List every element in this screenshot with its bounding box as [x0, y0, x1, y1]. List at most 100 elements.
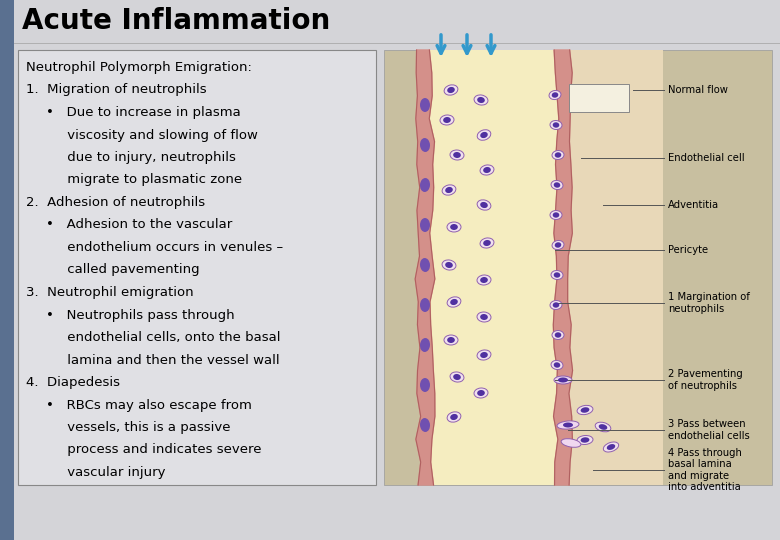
Text: 2 Pavementing
of neutrophils: 2 Pavementing of neutrophils	[668, 369, 743, 391]
Ellipse shape	[453, 374, 461, 380]
Bar	[384, 50, 772, 485]
Text: viscosity and slowing of flow: viscosity and slowing of flow	[46, 129, 258, 141]
Ellipse shape	[554, 376, 572, 384]
Text: Pericyte: Pericyte	[668, 245, 708, 255]
Ellipse shape	[450, 372, 464, 382]
Ellipse shape	[480, 277, 488, 283]
Ellipse shape	[563, 422, 573, 428]
Text: 1.  Migration of neutrophils: 1. Migration of neutrophils	[26, 84, 207, 97]
Ellipse shape	[480, 165, 494, 175]
Ellipse shape	[577, 435, 593, 444]
Ellipse shape	[555, 332, 562, 338]
Ellipse shape	[450, 150, 464, 160]
Ellipse shape	[442, 260, 456, 270]
Ellipse shape	[553, 212, 559, 218]
Ellipse shape	[554, 362, 560, 368]
Ellipse shape	[477, 312, 491, 322]
Text: due to injury, neutrophils: due to injury, neutrophils	[46, 151, 236, 164]
Ellipse shape	[552, 240, 564, 249]
Ellipse shape	[557, 421, 579, 429]
Ellipse shape	[551, 92, 558, 98]
Ellipse shape	[580, 407, 590, 413]
Ellipse shape	[555, 242, 562, 248]
Text: vascular injury: vascular injury	[46, 466, 165, 479]
Polygon shape	[415, 50, 435, 485]
Ellipse shape	[480, 314, 488, 320]
Ellipse shape	[551, 180, 563, 190]
Text: vessels, this is a passive: vessels, this is a passive	[46, 421, 231, 434]
Text: 4.  Diapedesis: 4. Diapedesis	[26, 376, 120, 389]
Text: Adventitia: Adventitia	[668, 200, 719, 210]
Ellipse shape	[561, 438, 581, 447]
Text: Normal flow: Normal flow	[668, 85, 728, 95]
Ellipse shape	[420, 258, 430, 272]
Ellipse shape	[483, 240, 491, 246]
Text: 4 Pass through
basal lamina
and migrate
into adventitia: 4 Pass through basal lamina and migrate …	[668, 448, 742, 492]
Ellipse shape	[443, 117, 451, 123]
Ellipse shape	[420, 378, 430, 392]
Ellipse shape	[599, 424, 608, 430]
Bar	[0, 0, 14, 540]
Ellipse shape	[553, 122, 559, 127]
Ellipse shape	[420, 338, 430, 352]
Ellipse shape	[577, 406, 593, 415]
Ellipse shape	[474, 388, 488, 398]
Ellipse shape	[480, 238, 494, 248]
Text: Acute Inflammation: Acute Inflammation	[22, 7, 330, 35]
Bar	[568, 50, 663, 485]
Text: 1 Margination of
neutrophils: 1 Margination of neutrophils	[668, 292, 750, 314]
Ellipse shape	[480, 132, 488, 138]
Ellipse shape	[558, 377, 568, 382]
Ellipse shape	[580, 437, 590, 443]
Text: Neutrophil Polymorph Emigration:: Neutrophil Polymorph Emigration:	[26, 61, 252, 74]
Text: 2.  Adhesion of neutrophils: 2. Adhesion of neutrophils	[26, 196, 205, 209]
Ellipse shape	[450, 414, 458, 420]
Ellipse shape	[483, 167, 491, 173]
Text: •   Due to increase in plasma: • Due to increase in plasma	[46, 106, 241, 119]
Bar	[429, 50, 559, 485]
Ellipse shape	[450, 299, 458, 305]
Ellipse shape	[420, 138, 430, 152]
Text: •   RBCs may also escape from: • RBCs may also escape from	[46, 399, 252, 411]
Ellipse shape	[552, 330, 564, 340]
Ellipse shape	[477, 350, 491, 360]
Polygon shape	[553, 50, 573, 485]
Ellipse shape	[445, 262, 453, 268]
Text: migrate to plasmatic zone: migrate to plasmatic zone	[46, 173, 242, 186]
Ellipse shape	[450, 224, 458, 230]
Ellipse shape	[445, 187, 453, 193]
Ellipse shape	[480, 202, 488, 208]
Ellipse shape	[444, 85, 458, 95]
Text: Endothelial cell: Endothelial cell	[668, 153, 745, 163]
Ellipse shape	[477, 275, 491, 285]
Text: called pavementing: called pavementing	[46, 264, 200, 276]
Ellipse shape	[480, 352, 488, 358]
Ellipse shape	[420, 98, 430, 112]
Text: lamina and then the vessel wall: lamina and then the vessel wall	[46, 354, 279, 367]
Ellipse shape	[420, 178, 430, 192]
Ellipse shape	[595, 422, 611, 432]
Ellipse shape	[549, 90, 561, 99]
Ellipse shape	[477, 200, 491, 210]
Ellipse shape	[477, 130, 491, 140]
Text: 3.  Neutrophil emigration: 3. Neutrophil emigration	[26, 286, 193, 299]
Ellipse shape	[420, 218, 430, 232]
Ellipse shape	[555, 152, 562, 158]
Ellipse shape	[453, 152, 461, 158]
Ellipse shape	[551, 271, 563, 280]
Ellipse shape	[553, 302, 559, 308]
Ellipse shape	[447, 297, 461, 307]
Ellipse shape	[447, 87, 455, 93]
Ellipse shape	[447, 222, 461, 232]
Ellipse shape	[477, 97, 485, 103]
Ellipse shape	[440, 115, 454, 125]
Ellipse shape	[420, 298, 430, 312]
Bar	[569, 84, 629, 112]
Ellipse shape	[550, 120, 562, 130]
Ellipse shape	[554, 272, 560, 278]
Ellipse shape	[550, 300, 562, 309]
Text: endothelial cells, onto the basal: endothelial cells, onto the basal	[46, 331, 281, 344]
Text: 3 Pass between
endothelial cells: 3 Pass between endothelial cells	[668, 419, 750, 441]
Ellipse shape	[420, 418, 430, 432]
Text: endothelium occurs in venules –: endothelium occurs in venules –	[46, 241, 283, 254]
